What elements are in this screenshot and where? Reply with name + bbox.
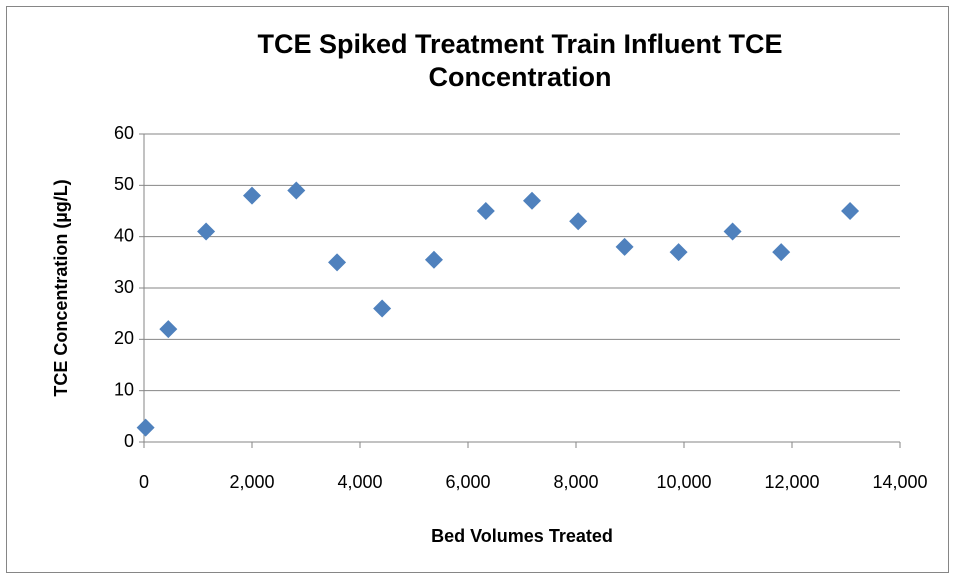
data-point: [476, 202, 495, 220]
data-point: [373, 299, 392, 318]
y-tick-label: 10: [114, 379, 134, 399]
data-point: [328, 253, 347, 272]
data-point: [669, 243, 688, 262]
x-tick-label: 4,000: [337, 472, 382, 492]
data-point: [615, 237, 634, 256]
y-axis-label: TCE Concentration (µg/L): [51, 179, 71, 396]
data-point: [424, 250, 443, 269]
x-tick-label: 6,000: [445, 472, 490, 492]
y-tick-label: 20: [114, 328, 134, 348]
y-tick-label: 60: [114, 123, 134, 143]
x-tick-label: 0: [139, 472, 149, 492]
data-point: [243, 186, 261, 205]
data-point: [841, 202, 860, 220]
y-tick-label: 40: [114, 225, 134, 245]
x-tick-label: 2,000: [229, 472, 274, 492]
x-axis-label: Bed Volumes Treated: [431, 526, 613, 546]
data-point: [136, 418, 155, 437]
x-tick-label: 12,000: [764, 472, 819, 492]
data-point: [772, 243, 791, 262]
y-tick-label: 50: [114, 174, 134, 194]
data-point: [197, 222, 216, 241]
y-tick-label: 0: [124, 431, 134, 451]
x-tick-label: 14,000: [872, 472, 927, 492]
data-point: [522, 191, 541, 210]
x-tick-label: 8,000: [553, 472, 598, 492]
chart-border: [6, 6, 949, 573]
data-point: [723, 222, 742, 241]
data-point: [159, 320, 178, 339]
data-point: [569, 212, 588, 231]
y-tick-label: 30: [114, 277, 134, 297]
data-point: [287, 181, 306, 200]
x-tick-label: 10,000: [656, 472, 711, 492]
chart-title: TCE Spiked Treatment Train Influent TCE …: [257, 29, 783, 92]
